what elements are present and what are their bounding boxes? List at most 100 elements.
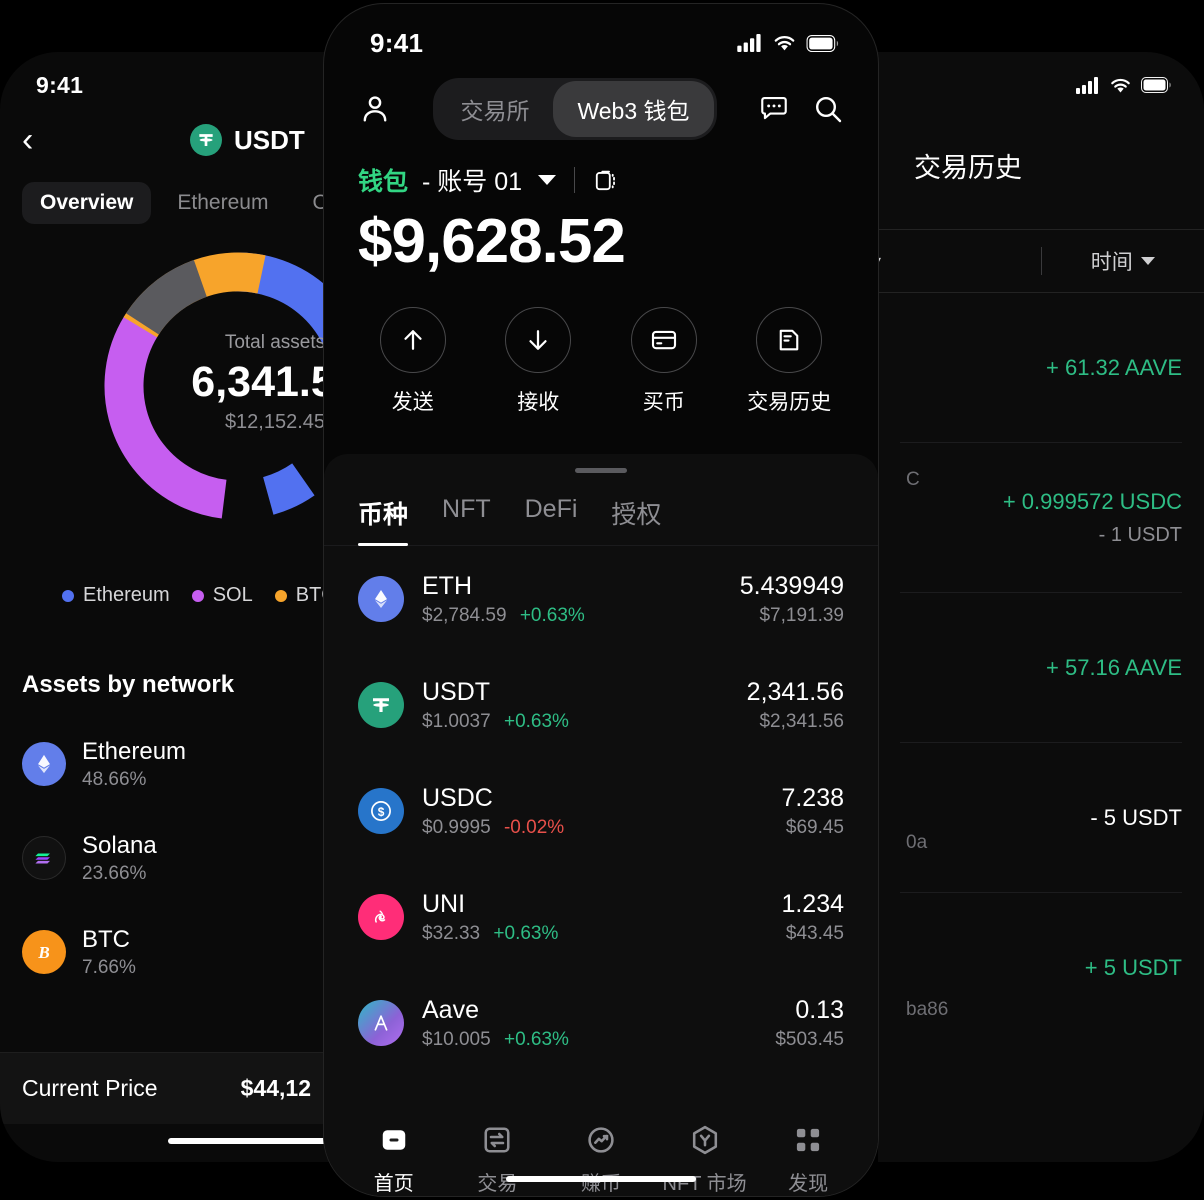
donut-svg [104, 252, 333, 520]
asset-donut-chart: Total assets 6,341.56 $12,152.45 [0, 240, 333, 570]
history-filter-bar: ▾ 时间 [878, 229, 1204, 293]
token-symbol: USDT [234, 124, 305, 155]
center-header: 交易所 Web3 钱包 [324, 66, 878, 140]
chevron-down-icon: ▾ [878, 251, 881, 272]
search-icon[interactable] [812, 93, 844, 125]
quick-actions: 发送 接收 买币 [324, 277, 878, 416]
tabbar-item-nft-market[interactable]: NFT 市场 [653, 1122, 757, 1196]
network-percent: 23.66% [82, 862, 147, 884]
tabbar-item-earn[interactable]: 赚币 [549, 1122, 653, 1196]
wallet-name: 钱包 [358, 168, 409, 196]
donut-fiat-value: $12,152.45 [224, 411, 326, 433]
tab-overview[interactable]: Overview [22, 182, 152, 224]
token-balance: 0.13 $503.45 [775, 996, 844, 1051]
action-buy-crypto[interactable]: 买币 [610, 307, 718, 416]
chevron-left-icon[interactable]: ‹ [22, 121, 34, 159]
list-item[interactable]: Aave $10.005 +0.63% 0.13 $503.45 [358, 970, 844, 1076]
table-row[interactable]: - 5 USDT 0a [900, 743, 1182, 893]
token-quantity: 0.13 [795, 995, 844, 1024]
tx-hash-fragment: ba86 [906, 999, 949, 1020]
legend-dot-icon [191, 589, 204, 602]
token-fiat-value: $69.45 [785, 816, 844, 838]
action-label: 发送 [391, 391, 434, 414]
token-info: Aave $10.005 +0.63% [422, 996, 757, 1051]
legend-item-ethereum: Ethereum [62, 584, 170, 607]
tab-tokens[interactable]: 币种 [358, 495, 409, 546]
network-name: BTC [82, 925, 130, 953]
list-item[interactable]: Ethereum 48.66% [22, 717, 333, 811]
tab-defi[interactable]: DeFi [524, 495, 578, 523]
tab-approvals[interactable]: 授权 [611, 501, 662, 529]
token-price: $2,784.59 [422, 604, 507, 626]
token-price: $32.33 [422, 922, 481, 944]
legend-dot-icon [274, 589, 287, 602]
table-row[interactable]: + 57.16 AAVE [900, 593, 1182, 743]
token-fiat-value: $2,341.56 [759, 710, 844, 732]
right-phone-transaction-history: 交易历史 ▾ 时间 + 61.32 AAVE C + 0.999572 USDC… [878, 52, 1204, 1162]
page-title: USDT [190, 124, 305, 156]
aave-icon [358, 1000, 404, 1046]
list-item[interactable]: ETH $2,784.59 +0.63% 5.439949 $7,191.39 [358, 546, 844, 652]
tab-ethereum[interactable]: Ethereum [177, 191, 269, 214]
right-status-bar [878, 52, 1204, 108]
segment-exchange[interactable]: 交易所 [460, 98, 530, 124]
filter-time-dropdown[interactable]: 时间 [1042, 246, 1204, 276]
sheet-grabber[interactable] [575, 468, 627, 473]
list-item[interactable]: B BTC 7.66% [22, 905, 333, 999]
list-item[interactable]: USDT $1.0037 +0.63% 2,341.56 $2,341.56 [358, 652, 844, 758]
token-balance: 7.238 $69.45 [781, 784, 844, 839]
list-item[interactable]: $ USDC $0.9995 -0.02% 7.238 $69.45 [358, 758, 844, 864]
table-row[interactable]: + 61.32 AAVE [900, 293, 1182, 443]
person-icon[interactable] [358, 92, 392, 126]
bottom-tab-bar: 首页 交易 赚币 [324, 1106, 878, 1196]
legend-label: SOL [212, 584, 253, 606]
status-time: 9:41 [36, 71, 84, 98]
donut-center-text: Total assets 6,341.56 $12,152.45 [150, 332, 333, 434]
header-actions [758, 93, 844, 125]
tabbar-item-discover[interactable]: 发现 [756, 1122, 860, 1196]
chat-bubble-icon[interactable] [758, 93, 790, 125]
table-row[interactable]: + 5 USDT ba86 [900, 893, 1182, 1043]
segment-web3-wallet[interactable]: Web3 钱包 [553, 81, 714, 137]
status-indicators [1076, 76, 1172, 94]
network-percent: 7.66% [82, 956, 136, 978]
tab-nft[interactable]: NFT [442, 495, 491, 523]
token-symbol: UNI [422, 889, 466, 918]
token-quantity: 5.439949 [739, 571, 844, 600]
legend-label: BTC [295, 584, 333, 606]
token-price: $0.9995 [422, 816, 491, 838]
center-status-bar: 9:41 [324, 4, 878, 66]
token-meta: $2,784.59 +0.63% [422, 605, 722, 627]
arrow-down-icon [505, 307, 572, 373]
legend-item-btc: BTC [274, 584, 333, 607]
list-item[interactable]: UNI $32.33 +0.63% 1.234 $43.45 [358, 864, 844, 970]
wifi-icon [1111, 78, 1130, 92]
left-nav-bar: ‹ USDT [0, 108, 333, 172]
token-change: +0.63% [503, 1028, 569, 1050]
action-receive[interactable]: 接收 [484, 307, 592, 416]
arrow-up-icon [379, 307, 446, 373]
legend-item-sol: SOL [191, 584, 253, 607]
usdc-icon: $ [358, 788, 404, 834]
wallet-selector[interactable]: 钱包 - 账号 01 [324, 140, 878, 198]
tx-amount: - 5 USDT [1090, 804, 1182, 830]
filter-type-dropdown[interactable]: ▾ [878, 251, 1041, 272]
chevron-down-icon[interactable] [538, 175, 557, 185]
token-balance: 2,341.56 $2,341.56 [747, 678, 844, 733]
action-transaction-history[interactable]: 交易历史 [735, 307, 843, 416]
current-price-bar: Current Price $44,12 [0, 1052, 333, 1124]
token-change: -0.02% [503, 816, 565, 838]
token-fiat-value: $503.45 [775, 1028, 844, 1050]
list-item[interactable]: Solana 23.66% [22, 811, 333, 905]
status-time: 9:41 [370, 27, 424, 58]
network-name: Ethereum [82, 737, 187, 765]
token-price: $1.0037 [422, 710, 491, 732]
tabbar-item-trade[interactable]: 交易 [446, 1122, 550, 1196]
table-row[interactable]: C + 0.999572 USDC - 1 USDT [900, 443, 1182, 593]
tether-icon [190, 124, 222, 156]
donut-total-value: 6,341.56 [191, 358, 333, 406]
tabbar-item-home[interactable]: 首页 [342, 1122, 446, 1196]
legend-dot-icon [62, 589, 74, 602]
action-send[interactable]: 发送 [359, 307, 467, 416]
copy-icon[interactable] [593, 167, 619, 193]
